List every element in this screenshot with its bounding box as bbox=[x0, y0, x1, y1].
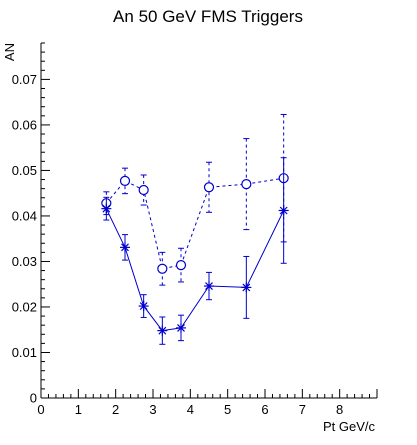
data-point bbox=[138, 301, 149, 312]
y-tick-label: 0 bbox=[30, 391, 37, 406]
y-tick-label: 0.02 bbox=[12, 299, 37, 314]
data-point bbox=[157, 325, 168, 336]
y-tick-label: 0.07 bbox=[12, 72, 37, 87]
data-point bbox=[175, 260, 187, 271]
series-line bbox=[105, 177, 284, 270]
chart-title: An 50 GeV FMS Triggers bbox=[113, 7, 303, 26]
series-marks bbox=[101, 113, 289, 345]
x-tick-label: 8 bbox=[336, 402, 343, 417]
data-point bbox=[241, 178, 252, 190]
y-tick-label: 0.05 bbox=[12, 163, 37, 178]
y-tick-label: 0.03 bbox=[12, 254, 37, 269]
x-axis-ticks: 0 1 2 3 4 5 6 7 8 bbox=[37, 389, 378, 417]
series-2 bbox=[101, 157, 289, 345]
data-point bbox=[101, 203, 112, 214]
x-axis-label: Pt GeV/c bbox=[323, 419, 376, 434]
x-tick-label: 1 bbox=[75, 402, 82, 417]
x-tick-label: 4 bbox=[187, 402, 194, 417]
x-tick-label: 6 bbox=[261, 402, 268, 417]
x-tick-label: 3 bbox=[149, 402, 156, 417]
y-tick-label: 0.06 bbox=[12, 117, 37, 132]
data-point bbox=[120, 242, 130, 253]
data-point bbox=[119, 175, 131, 187]
x-tick-label: 7 bbox=[299, 402, 306, 417]
x-tick-label: 5 bbox=[224, 402, 231, 417]
data-point bbox=[204, 281, 214, 292]
data-point bbox=[241, 282, 252, 293]
series-line bbox=[105, 208, 285, 332]
y-axis-label: AN bbox=[2, 43, 17, 61]
data-point bbox=[278, 205, 289, 216]
x-tick-label: 0 bbox=[37, 402, 44, 417]
y-tick-label: 0.01 bbox=[12, 345, 37, 360]
data-point bbox=[138, 184, 149, 196]
y-tick-label: 0.04 bbox=[12, 208, 37, 223]
data-point bbox=[203, 182, 215, 193]
data-point bbox=[157, 263, 168, 274]
x-tick-label: 2 bbox=[112, 402, 119, 417]
data-point bbox=[176, 322, 186, 333]
plot-frame bbox=[40, 43, 377, 399]
y-axis-ticks: 0 0.01 0.02 0.03 0.04 0.05 0.06 0.07 bbox=[12, 42, 50, 406]
